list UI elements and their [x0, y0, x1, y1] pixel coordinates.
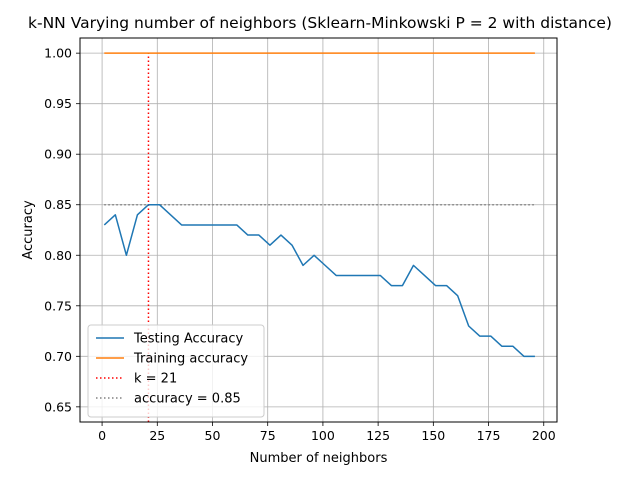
x-tick-label: 100	[311, 428, 335, 443]
x-tick-label: 50	[205, 428, 221, 443]
chart-title: k-NN Varying number of neighbors (Sklear…	[28, 14, 612, 32]
x-axis-label: Number of neighbors	[250, 451, 388, 466]
legend-label: Testing Accuracy	[133, 332, 243, 347]
testing-accuracy-line	[103, 203, 535, 358]
x-tick-label: 175	[477, 428, 501, 443]
legend-label: accuracy = 0.85	[134, 392, 241, 407]
y-tick-label: 0.80	[44, 248, 72, 263]
y-tick-label: 0.70	[44, 349, 72, 364]
y-tick-label: 0.85	[44, 197, 72, 212]
legend-label: Training accuracy	[133, 352, 248, 367]
y-tick-label: 1.00	[44, 46, 72, 61]
x-tick-label: 75	[260, 428, 276, 443]
legend-label: k = 21	[134, 372, 177, 387]
legend: Testing Accuracy Training accuracy k = 21 a…	[87, 324, 265, 418]
y-tick-label: 0.65	[44, 399, 72, 414]
legend-box	[87, 324, 265, 418]
y-tick-label: 0.95	[44, 96, 72, 111]
y-axis-label: Accuracy	[21, 200, 36, 260]
x-tick-label: 200	[532, 428, 556, 443]
plot-frame	[79, 37, 558, 423]
x-tick-label: 25	[149, 428, 165, 443]
y-tick-label: 0.75	[44, 298, 72, 313]
y-tick-label: 0.90	[44, 147, 72, 162]
x-tick-label: 0	[98, 428, 106, 443]
x-axis-ticks: 0 25 50 75 100 125 150 175 200	[98, 422, 556, 443]
series-layer	[103, 52, 535, 358]
x-tick-label: 150	[421, 428, 445, 443]
x-tick-label: 125	[366, 428, 390, 443]
y-axis-ticks: 0.65 0.70 0.75 0.80 0.85 0.90 0.95 1.00	[44, 46, 80, 414]
